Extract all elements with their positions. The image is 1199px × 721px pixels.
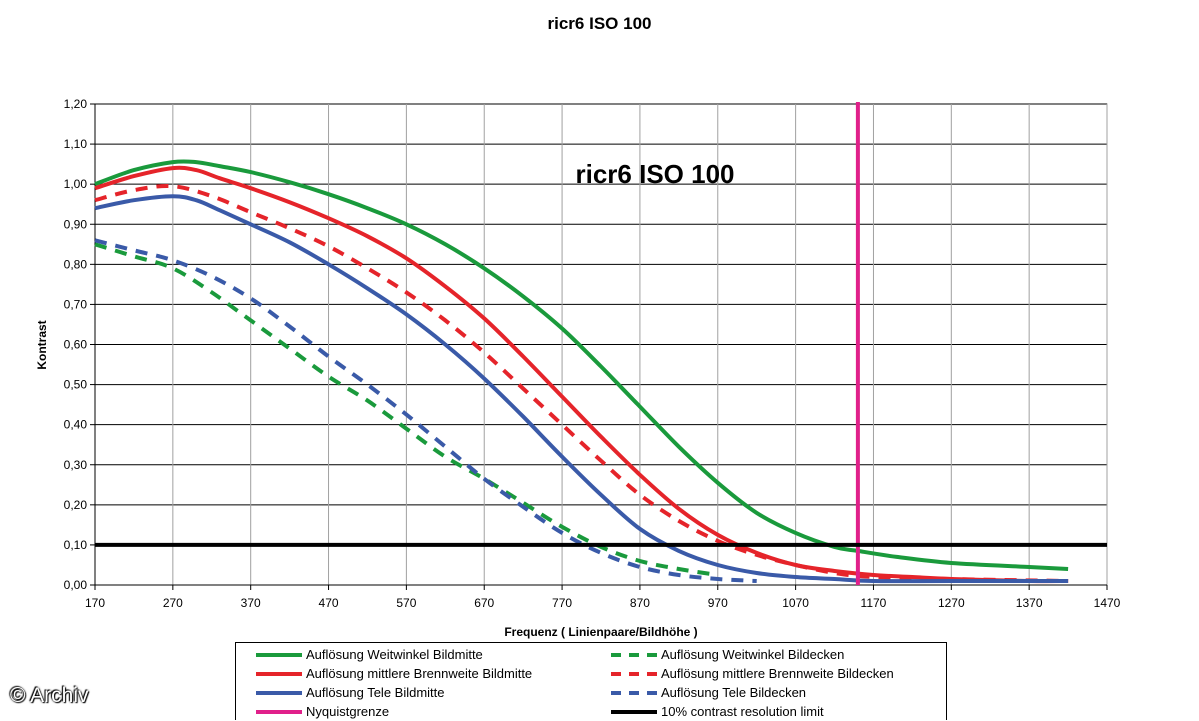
legend-swatch	[256, 690, 302, 695]
legend-swatch	[611, 671, 657, 676]
axis-layer: 0,00 0,10 0,20 0,30 0,40 0,50 0,60 0,70 0,80 0,90…	[64, 97, 1121, 610]
x-tick-label: 370	[241, 596, 261, 610]
series-layer	[94, 102, 1107, 585]
y-tick-label: 0,30	[64, 458, 88, 472]
watermark-text: © Archiv	[10, 684, 89, 707]
grid-layer	[94, 103, 1108, 586]
y-tick-label: 0,90	[64, 217, 88, 231]
legend-item: Auflösung mittlere Brennweite Bildmitte	[256, 664, 532, 683]
y-axis-label: Kontrast	[35, 320, 49, 369]
legend-item: Auflösung Tele Bildmitte	[256, 683, 445, 702]
legend-swatch	[611, 652, 657, 657]
legend-swatch	[256, 671, 302, 676]
legend-label: Auflösung mittlere Brennweite Bildmitte	[306, 666, 533, 681]
x-tick-label: 770	[552, 596, 572, 610]
y-tick-label: 1,00	[64, 177, 88, 191]
legend-item: Auflösung Tele Bildecken	[611, 683, 806, 702]
legend-label: Auflösung Tele Bildmitte	[306, 685, 445, 700]
y-tick-label: 0,50	[64, 378, 88, 392]
series-2-line	[94, 165, 1069, 584]
chart-inner-title: ricr6 ISO 100	[576, 159, 735, 189]
legend-swatch	[611, 709, 657, 714]
legend-item: Nyquistgrenze	[256, 702, 389, 721]
legend-label: Auflösung Tele Bildecken	[661, 685, 807, 700]
y-tick-label: 0,60	[64, 338, 88, 352]
legend-label: Auflösung Weitwinkel Bildmitte	[306, 647, 483, 662]
series-4-line	[94, 194, 1069, 584]
y-tick-label: 0,00	[64, 578, 88, 592]
x-tick-label: 270	[163, 596, 183, 610]
y-tick-label: 0,10	[64, 538, 88, 552]
y-tick-label: 0,80	[64, 257, 88, 271]
series-5-dashed-line	[94, 238, 757, 583]
series-3-dashed-line	[94, 183, 1069, 583]
x-tick-label: 1070	[782, 596, 809, 610]
x-tick-label: 870	[630, 596, 650, 610]
legend-label: Nyquistgrenze	[306, 704, 390, 719]
legend-item: Auflösung Weitwinkel Bildmitte	[256, 645, 483, 664]
legend-label: Auflösung Weitwinkel Bildecken	[661, 647, 845, 662]
chart-legend: Auflösung Weitwinkel Bildmitte Auflösung …	[235, 642, 947, 720]
legend-label: 10% contrast resolution limit	[661, 704, 824, 719]
legend-swatch	[256, 709, 302, 714]
y-tick-label: 0,70	[64, 297, 88, 311]
x-tick-label: 570	[396, 596, 416, 610]
line-chart: 0,00 0,10 0,20 0,30 0,40 0,50 0,60 0,70 0,80 0,90…	[35, 97, 1121, 639]
y-tick-label: 0,20	[64, 498, 88, 512]
series-1-dashed-line	[94, 242, 719, 577]
y-tick-label: 0,40	[64, 418, 88, 432]
legend-swatch	[256, 652, 302, 657]
y-tick-label: 1,10	[64, 137, 88, 151]
x-tick-label: 170	[85, 596, 105, 610]
x-tick-label: 470	[319, 596, 339, 610]
x-tick-label: 670	[474, 596, 494, 610]
legend-item: Auflösung Weitwinkel Bildecken	[611, 645, 844, 664]
x-tick-label: 1270	[938, 596, 965, 610]
chart-title: ricr6 ISO 100	[547, 14, 652, 33]
y-tick-label: 1,20	[64, 97, 88, 111]
legend-swatch	[611, 690, 657, 695]
legend-item: 10% contrast resolution limit	[611, 702, 824, 721]
x-tick-label: 1370	[1016, 596, 1043, 610]
x-tick-label: 1470	[1094, 596, 1121, 610]
x-tick-label: 970	[708, 596, 728, 610]
x-axis-label: Frequenz ( Linienpaare/Bildhöhe )	[504, 625, 697, 639]
x-tick-label: 1170	[861, 596, 887, 610]
legend-label: Auflösung mittlere Brennweite Bildecken	[661, 666, 894, 681]
legend-item: Auflösung mittlere Brennweite Bildecken	[611, 664, 894, 683]
